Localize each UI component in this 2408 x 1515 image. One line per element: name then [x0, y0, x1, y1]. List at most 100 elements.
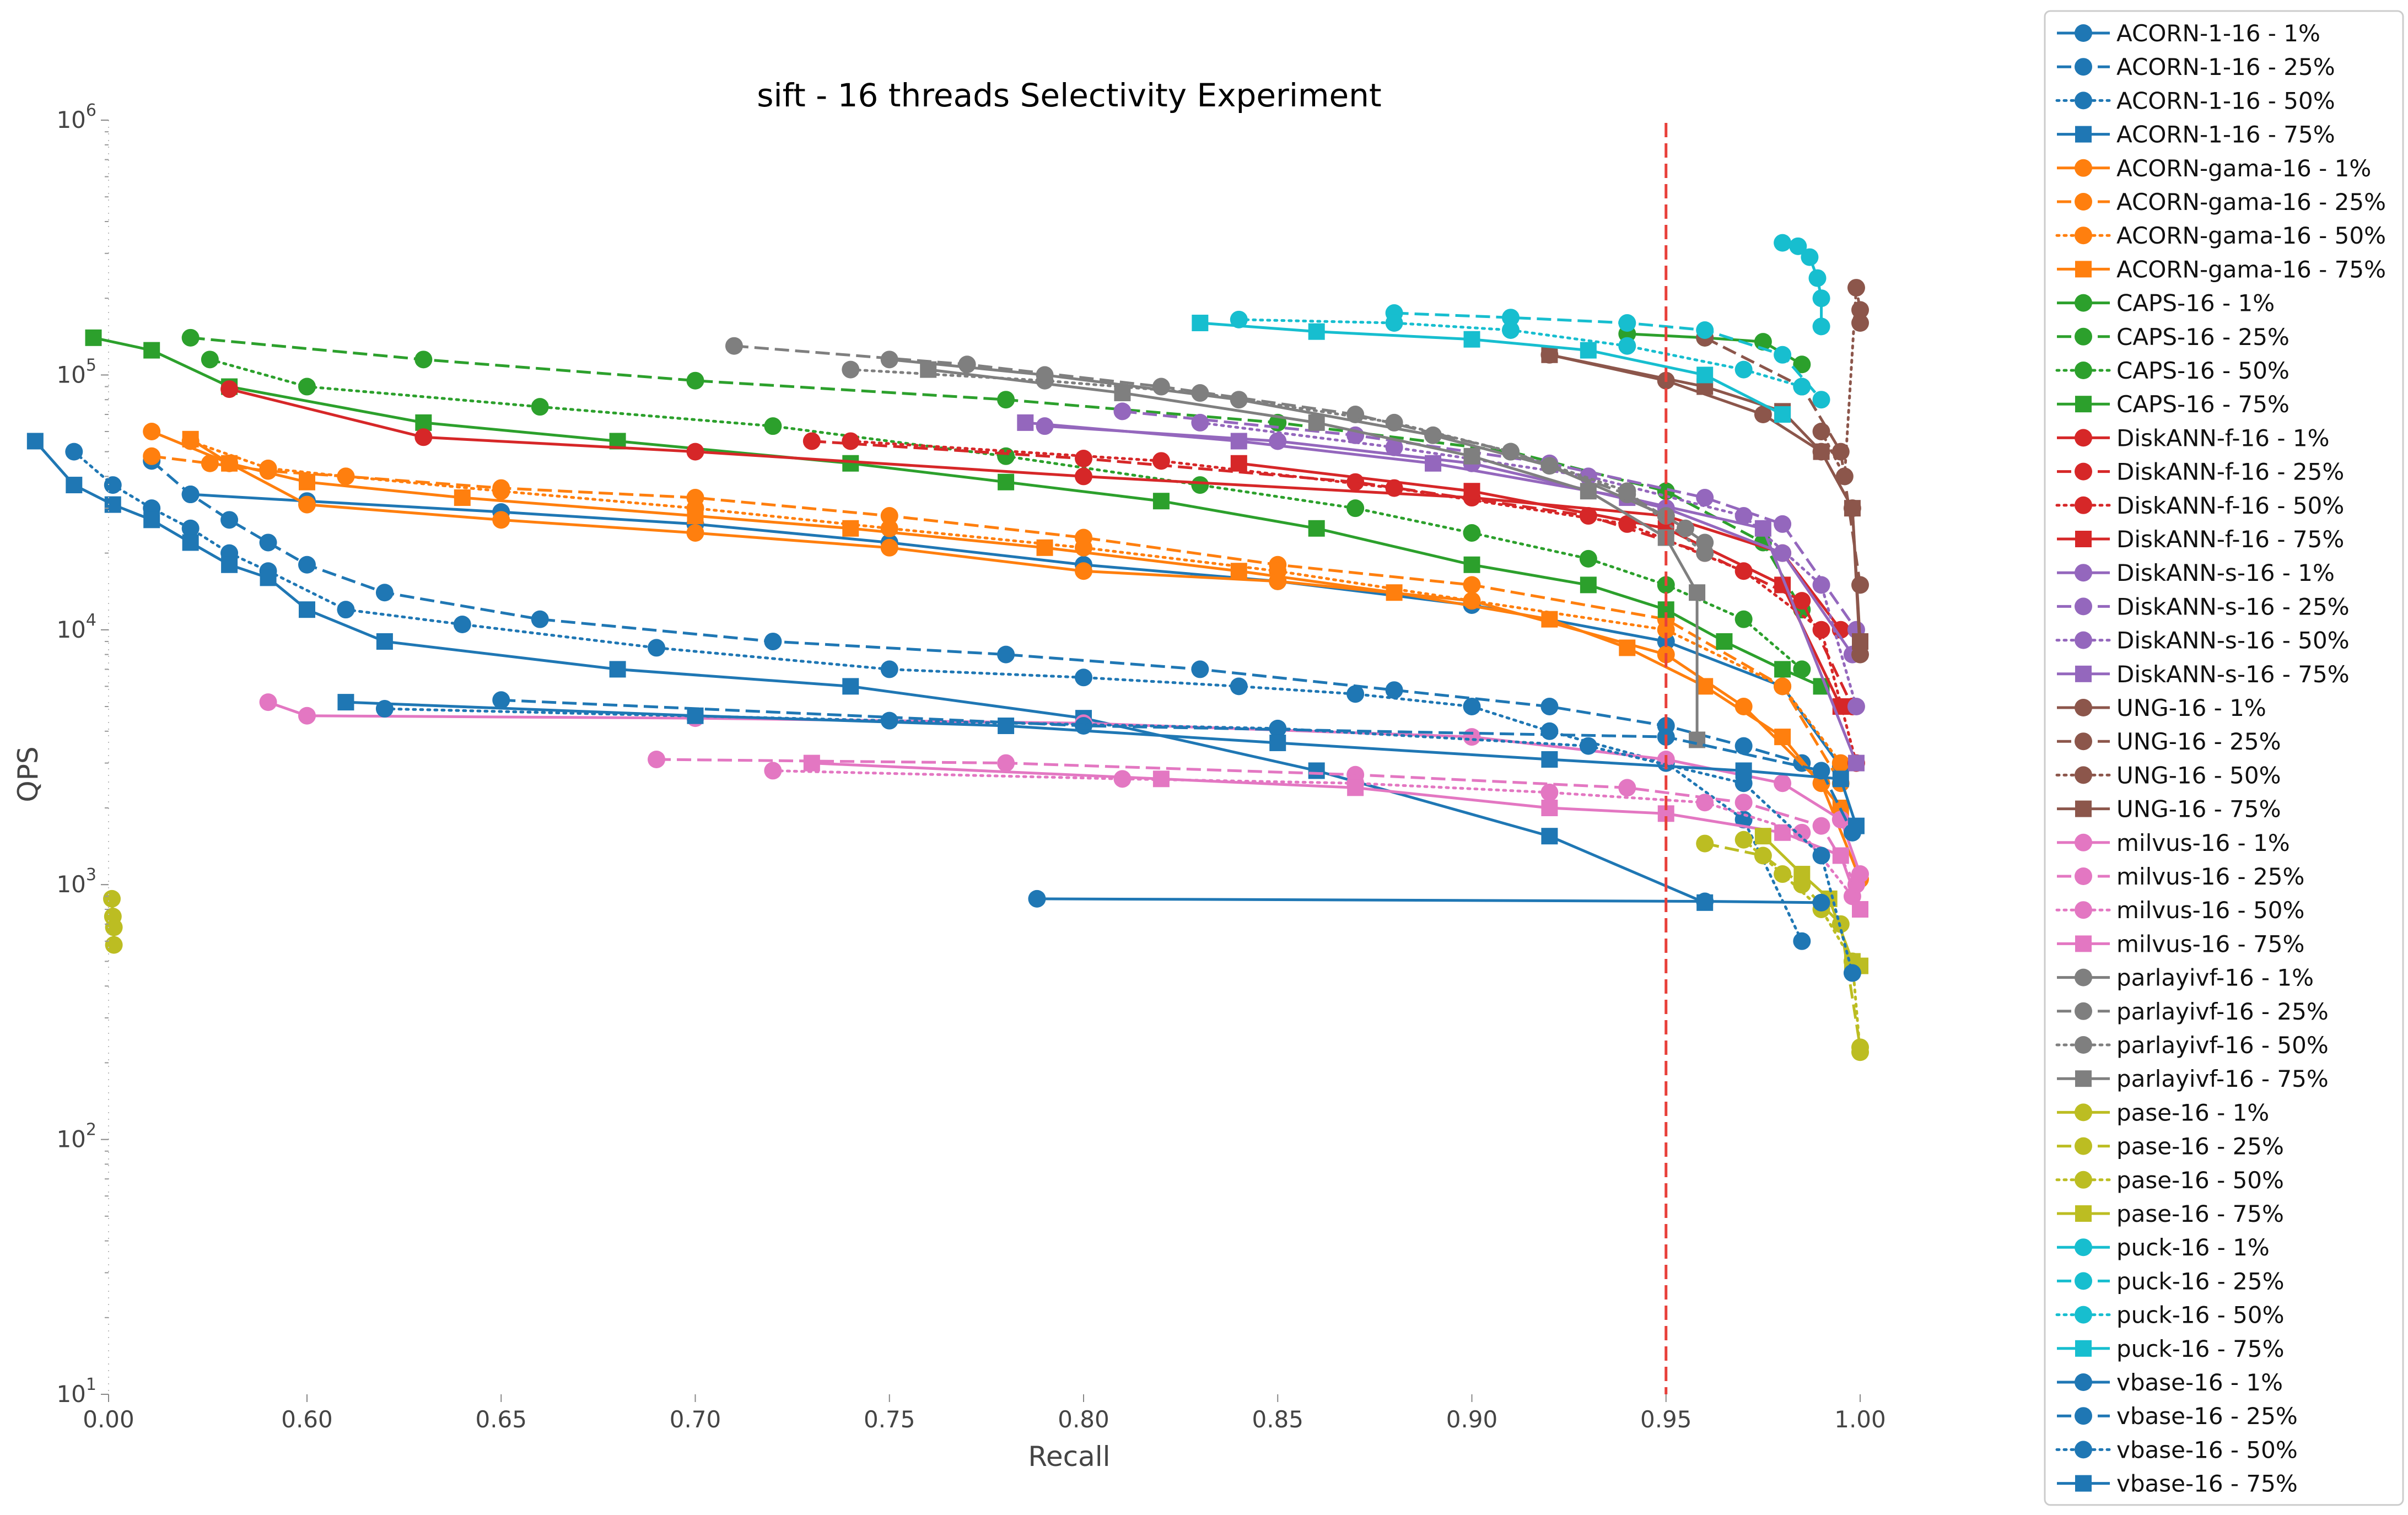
- legend-item: UNG-16 - 75%: [2057, 796, 2281, 823]
- data-point: [1832, 770, 1849, 788]
- legend-label: DiskANN-s-16 - 1%: [2116, 559, 2335, 586]
- legend-marker: [2075, 227, 2092, 245]
- data-point: [1579, 549, 1597, 568]
- data-point: [1851, 1043, 1869, 1061]
- series-32: [103, 889, 123, 954]
- legend-item: DiskANN-s-16 - 75%: [2057, 661, 2350, 688]
- data-point: [1774, 865, 1792, 883]
- legend-label: vbase-16 - 50%: [2116, 1436, 2298, 1463]
- data-point: [453, 616, 471, 634]
- legend-marker: [2075, 462, 2092, 481]
- data-point: [1801, 248, 1819, 266]
- legend-label: UNG-16 - 25%: [2116, 728, 2281, 755]
- data-point: [1152, 493, 1170, 510]
- data-point: [1754, 828, 1771, 845]
- data-point: [1501, 443, 1520, 461]
- data-point: [686, 443, 704, 461]
- y-tick-label: 102: [56, 1120, 96, 1153]
- data-point: [1696, 794, 1714, 812]
- data-point: [1812, 817, 1830, 835]
- data-point: [1618, 337, 1636, 355]
- data-point: [201, 351, 219, 369]
- series-19: [1017, 414, 1865, 772]
- series-27: [803, 754, 1868, 918]
- data-point: [880, 538, 898, 557]
- data-point: [1463, 556, 1480, 573]
- legend-marker: [2075, 429, 2092, 447]
- series-42: [375, 700, 1861, 982]
- legend-label: ACORN-1-16 - 25%: [2116, 53, 2335, 80]
- data-point: [1808, 269, 1827, 287]
- legend-label: milvus-16 - 50%: [2116, 897, 2304, 924]
- data-point: [1036, 539, 1053, 556]
- series-line: [190, 438, 1842, 809]
- data-point: [1385, 438, 1403, 456]
- legend-label: DiskANN-f-16 - 50%: [2116, 492, 2344, 519]
- data-point: [298, 378, 316, 396]
- data-point: [1812, 621, 1830, 639]
- data-point: [609, 661, 626, 678]
- data-point: [1385, 314, 1403, 332]
- legend-marker: [2075, 58, 2092, 76]
- legend-marker: [2075, 1103, 2092, 1122]
- series-7: [182, 430, 1849, 817]
- series-line: [1549, 353, 1862, 642]
- legend-label: parlayivf-16 - 25%: [2116, 998, 2329, 1025]
- data-point: [1463, 448, 1480, 465]
- x-tick-label: 0.90: [1446, 1406, 1498, 1433]
- data-point: [1774, 544, 1792, 562]
- legend-item: CAPS-16 - 75%: [2057, 391, 2290, 418]
- legend-item: pase-16 - 1%: [2057, 1099, 2269, 1126]
- data-point: [1152, 770, 1170, 788]
- data-point: [182, 430, 199, 448]
- data-point: [1774, 824, 1791, 841]
- data-point: [1191, 660, 1209, 678]
- data-point: [375, 584, 394, 602]
- data-point: [648, 639, 666, 657]
- series-line: [189, 439, 1843, 765]
- data-point: [1113, 402, 1132, 420]
- x-tick-label: 0.75: [864, 1406, 915, 1433]
- x-tick-label: 0.00: [83, 1406, 134, 1433]
- legend-item: DiskANN-s-16 - 25%: [2057, 593, 2350, 620]
- data-point: [1463, 576, 1481, 594]
- legend-label: pase-16 - 75%: [2116, 1200, 2284, 1227]
- data-point: [1075, 450, 1092, 468]
- series-line: [1198, 421, 1858, 708]
- legend-marker: [2075, 327, 2092, 346]
- legend-marker: [2075, 1137, 2092, 1155]
- legend-marker: [2075, 1306, 2092, 1324]
- data-point: [1696, 678, 1714, 695]
- legend-item: DiskANN-f-16 - 75%: [2057, 526, 2344, 553]
- data-point: [1230, 677, 1248, 696]
- data-point: [1844, 500, 1861, 517]
- legend-item: ACORN-1-16 - 50%: [2055, 87, 2335, 114]
- data-point: [182, 534, 199, 551]
- data-point: [1540, 783, 1559, 801]
- data-point: [1541, 346, 1558, 363]
- data-point: [1774, 729, 1791, 746]
- legend-marker: [2075, 1373, 2092, 1391]
- legend-label: DiskANN-s-16 - 75%: [2116, 661, 2350, 688]
- data-point: [1191, 384, 1209, 402]
- data-point: [1734, 562, 1753, 580]
- data-point: [997, 645, 1015, 664]
- legend-label: DiskANN-f-16 - 75%: [2116, 526, 2344, 553]
- series-1: [143, 452, 1811, 772]
- series-30: [842, 360, 1714, 562]
- legend-label: puck-16 - 50%: [2116, 1302, 2285, 1329]
- data-point: [1835, 467, 1854, 486]
- series-line: [1704, 336, 1862, 585]
- data-point: [1812, 317, 1830, 336]
- data-point: [1425, 455, 1442, 472]
- series-line: [771, 769, 1854, 898]
- y-tick-label: 101: [56, 1375, 96, 1408]
- x-tick-label: 0.60: [281, 1406, 333, 1433]
- data-point: [531, 610, 549, 628]
- data-point: [842, 360, 860, 379]
- data-point: [1832, 847, 1849, 864]
- data-point: [1793, 866, 1811, 883]
- data-point: [1230, 455, 1247, 472]
- legend-marker: [2075, 732, 2092, 751]
- data-point: [1580, 483, 1597, 500]
